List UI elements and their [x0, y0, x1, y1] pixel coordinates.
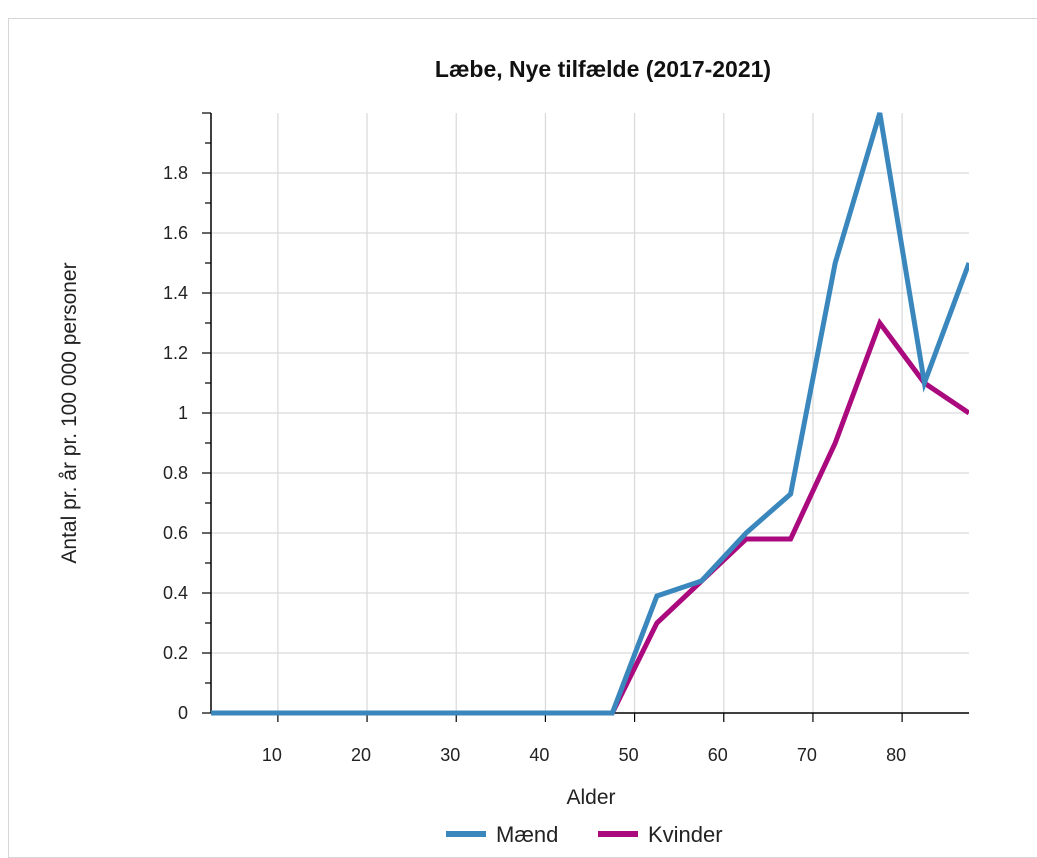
y-tick-label: 0: [178, 703, 188, 723]
series-line-maend[interactable]: [211, 112, 969, 716]
legend: Mænd Kvinder: [446, 822, 723, 847]
series: [211, 112, 969, 716]
legend-label-maend: Mænd: [496, 822, 558, 847]
y-axis-label: Antal pr. år pr. 100 000 personer: [58, 262, 81, 563]
legend-label-kvinder: Kvinder: [648, 822, 723, 847]
x-tick-label: 10: [262, 745, 282, 765]
x-axis-label: Alder: [566, 786, 615, 809]
y-tick-label: 1: [178, 403, 188, 423]
y-tick-label: 1.8: [163, 163, 188, 183]
x-tick-label: 50: [619, 745, 639, 765]
y-tick-label: 0.2: [163, 643, 188, 663]
x-tick-label: 30: [440, 745, 460, 765]
y-tick-label: 1.4: [163, 283, 188, 303]
legend-swatch-kvinder: [598, 831, 638, 837]
x-tick-label: 40: [529, 745, 549, 765]
y-tick-label: 0.4: [163, 583, 188, 603]
x-tick-label: 80: [886, 745, 906, 765]
y-tick-label: 1.2: [163, 343, 188, 363]
x-tick-label: 20: [351, 745, 371, 765]
y-tick-labels: 0 0.2 0.4 0.6 0.8 1 1.2 1.4 1.6 1.8: [163, 163, 188, 723]
series-line-kvinder[interactable]: [211, 317, 969, 716]
legend-item-kvinder[interactable]: Kvinder: [598, 822, 723, 847]
y-minor-ticks: [202, 112, 211, 714]
y-tick-label: 0.8: [163, 463, 188, 483]
y-tick-label: 0.6: [163, 523, 188, 543]
x-tick-labels: 10 20 30 40 50 60 70 80: [262, 745, 906, 765]
x-tick-label: 60: [708, 745, 728, 765]
chart-title: Læbe, Nye tilfælde (2017-2021): [435, 56, 771, 82]
legend-swatch-maend: [446, 831, 486, 837]
legend-item-maend[interactable]: Mænd: [446, 822, 558, 847]
x-tick-label: 70: [797, 745, 817, 765]
y-tick-label: 1.6: [163, 223, 188, 243]
grid: [211, 113, 969, 713]
